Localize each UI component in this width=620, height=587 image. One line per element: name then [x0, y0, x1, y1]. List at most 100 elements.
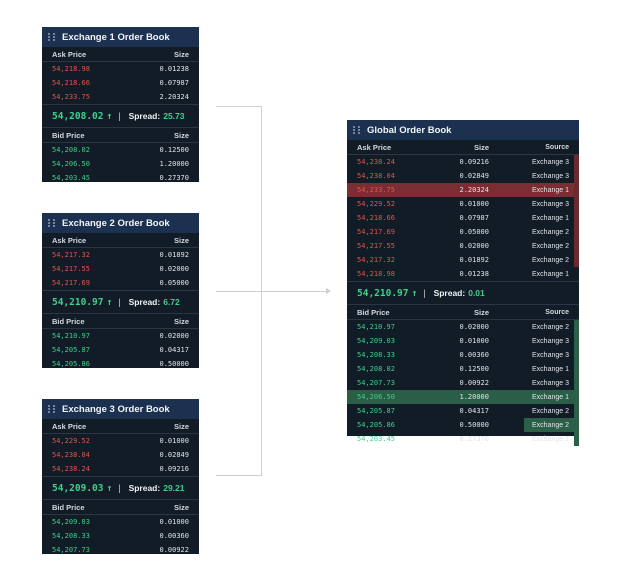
ask-row[interactable]: 54,233.75 2.20324 — [42, 90, 199, 104]
ask-row[interactable]: 54,238.24 0.09216 Exchange 3 — [347, 155, 579, 169]
size-column-header: Size — [173, 316, 189, 326]
separator: | — [118, 111, 121, 121]
bid-row[interactable]: 54,208.33 0.00360 — [42, 529, 199, 543]
spread-line: 54,210.97 ↑ | Spread: 6.72 — [42, 290, 199, 314]
bid-price: 54,205.87 — [52, 346, 90, 354]
ask-price: 54,229.52 — [52, 437, 90, 445]
bid-row[interactable]: 54,207.73 0.00922 — [42, 543, 199, 557]
price-column-header: Bid Price — [52, 502, 85, 512]
ask-size: 0.01000 — [159, 437, 189, 445]
bid-price: 54,205.86 — [357, 421, 395, 429]
bid-row[interactable]: 54,210.97 0.02000 Exchange 2 — [347, 320, 579, 334]
bid-row[interactable]: 54,206.50 1.20000 Exchange 1 — [347, 390, 579, 404]
drag-handle-icon[interactable] — [48, 32, 56, 43]
ask-row[interactable]: 54,217.32 0.01892 Exchange 2 — [347, 253, 579, 267]
bid-depth-bar — [574, 320, 579, 334]
bid-source: Exchange 2 — [532, 323, 569, 331]
bid-row[interactable]: 54,208.33 0.00360 Exchange 3 — [347, 348, 579, 362]
ask-row[interactable]: 54,217.69 0.05000 Exchange 2 — [347, 225, 579, 239]
mid-price: 54,209.03 — [52, 482, 104, 494]
bid-source: Exchange 1 — [532, 393, 569, 401]
ask-source: Exchange 1 — [532, 186, 569, 194]
ask-size: 0.01238 — [159, 65, 189, 73]
drag-handle-icon[interactable] — [48, 218, 56, 229]
bid-row[interactable]: 54,203.45 0.27370 — [42, 171, 199, 185]
ask-row[interactable]: 54,238.04 0.02849 Exchange 3 — [347, 169, 579, 183]
bid-row[interactable]: 54,207.73 0.00922 Exchange 3 — [347, 376, 579, 390]
spread-line: 54,210.97 ↑ | Spread: 0.01 — [347, 281, 579, 305]
source-column-header: Source — [545, 143, 569, 151]
ask-row[interactable]: 54,217.32 0.01892 — [42, 248, 199, 262]
ask-row[interactable]: 54,217.55 0.02000 — [42, 262, 199, 276]
bid-size: 0.00922 — [159, 546, 189, 554]
ask-price: 54,218.98 — [357, 270, 395, 278]
bid-row[interactable]: 54,209.03 0.01000 Exchange 3 — [347, 334, 579, 348]
spread-label: Spread: — [128, 111, 161, 121]
bid-depth-bar — [574, 404, 579, 418]
bid-row[interactable]: 54,205.86 0.50000 Exchange 2 — [347, 418, 579, 432]
bid-size: 0.04317 — [459, 407, 489, 415]
bid-row[interactable]: 54,203.45 0.27370 Exchange 1 — [347, 432, 579, 446]
ask-source: Exchange 1 — [532, 270, 569, 278]
ask-depth-bar — [574, 211, 579, 225]
ask-row[interactable]: 54,217.55 0.02000 Exchange 2 — [347, 239, 579, 253]
ask-price: 54,238.24 — [357, 158, 395, 166]
price-column-header: Ask Price — [52, 235, 87, 245]
ask-row[interactable]: 54,238.24 0.09216 — [42, 462, 199, 476]
size-column-header: Size — [473, 142, 489, 152]
connector-line-ex1 — [216, 106, 262, 107]
ask-row[interactable]: 54,218.66 0.07987 Exchange 1 — [347, 211, 579, 225]
bid-row[interactable]: 54,205.87 0.04317 Exchange 2 — [347, 404, 579, 418]
ask-row[interactable]: 54,218.66 0.07987 — [42, 76, 199, 90]
ask-size: 0.07987 — [459, 214, 489, 222]
bid-row[interactable]: 54,208.02 0.12500 Exchange 1 — [347, 362, 579, 376]
ask-row[interactable]: 54,218.98 0.01238 — [42, 62, 199, 76]
column-header: Bid Price Size — [42, 314, 199, 329]
ask-size: 0.02849 — [159, 451, 189, 459]
spread-label: Spread: — [128, 297, 161, 307]
ask-size: 0.09216 — [459, 158, 489, 166]
bid-size: 1.20000 — [159, 160, 189, 168]
ask-row[interactable]: 54,233.75 2.20324 Exchange 1 — [347, 183, 579, 197]
bid-row[interactable]: 54,209.03 0.01000 — [42, 515, 199, 529]
ask-row[interactable]: 54,229.52 0.01000 — [42, 434, 199, 448]
connector-line-ex2 — [216, 291, 326, 292]
spread-value: 0.01 — [468, 288, 485, 298]
ask-row[interactable]: 54,229.52 0.01000 Exchange 3 — [347, 197, 579, 211]
size-column-header: Size — [173, 235, 189, 245]
spread-value: 25.73 — [163, 111, 185, 121]
bid-size: 0.01000 — [459, 337, 489, 345]
bid-size: 0.04317 — [159, 346, 189, 354]
bid-depth-wide — [524, 418, 579, 432]
bid-size: 0.12500 — [159, 146, 189, 154]
ask-row[interactable]: 54,238.04 0.02849 — [42, 448, 199, 462]
bid-size: 1.20000 — [459, 393, 489, 401]
ask-row[interactable]: 54,217.69 0.05000 — [42, 276, 199, 290]
bid-row[interactable]: 54,206.50 1.20000 — [42, 157, 199, 171]
bid-source: Exchange 2 — [532, 407, 569, 415]
bid-size: 0.50000 — [159, 360, 189, 368]
bid-source: Exchange 2 — [532, 421, 569, 429]
ask-row[interactable]: 54,218.98 0.01238 Exchange 1 — [347, 267, 579, 281]
drag-handle-icon[interactable] — [353, 125, 361, 136]
ask-price: 54,218.98 — [52, 65, 90, 73]
column-header: Bid Price Size Source — [347, 305, 579, 320]
bid-price: 54,210.97 — [52, 332, 90, 340]
ask-size: 0.02000 — [459, 242, 489, 250]
bid-source: Exchange 1 — [532, 365, 569, 373]
bid-price: 54,208.33 — [52, 532, 90, 540]
bid-row[interactable]: 54,210.97 0.02000 — [42, 329, 199, 343]
bid-size: 0.50000 — [459, 421, 489, 429]
drag-handle-icon[interactable] — [48, 404, 56, 415]
ask-depth-bar — [574, 169, 579, 183]
bid-row[interactable]: 54,205.87 0.04317 — [42, 343, 199, 357]
ask-depth-bar — [574, 197, 579, 211]
column-header: Bid Price Size — [42, 500, 199, 515]
book-title: Exchange 2 Order Book — [62, 217, 170, 229]
ask-size: 0.01892 — [159, 251, 189, 259]
bid-row[interactable]: 54,205.86 0.50000 — [42, 357, 199, 371]
bid-price: 54,209.03 — [357, 337, 395, 345]
separator: | — [423, 288, 426, 298]
bid-price: 54,207.73 — [52, 546, 90, 554]
bid-row[interactable]: 54,208.02 0.12500 — [42, 143, 199, 157]
